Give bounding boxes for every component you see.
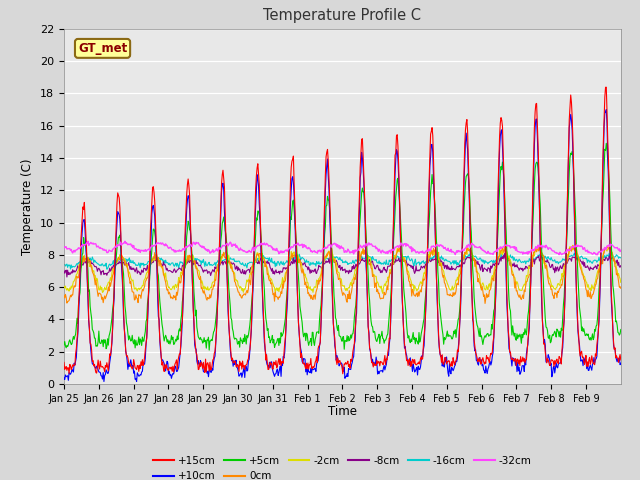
-2cm (379, 290, 387, 296)
-8cm (126, 266, 134, 272)
-2cm (501, 242, 509, 248)
-8cm (432, 255, 440, 261)
+10cm (602, 107, 610, 112)
Title: Temperature Profile C: Temperature Profile C (264, 9, 421, 24)
+15cm (276, 356, 284, 361)
0cm (617, 286, 625, 291)
-8cm (277, 268, 285, 274)
Line: +10cm: +10cm (64, 109, 621, 382)
+15cm (617, 357, 625, 363)
0cm (255, 251, 263, 256)
-2cm (276, 284, 284, 290)
-2cm (255, 258, 263, 264)
Line: -2cm: -2cm (64, 245, 621, 293)
0cm (502, 242, 510, 248)
-8cm (501, 251, 509, 256)
-16cm (432, 253, 440, 259)
0cm (431, 249, 439, 255)
+5cm (205, 347, 213, 353)
-2cm (60, 284, 68, 289)
+5cm (228, 325, 236, 331)
+15cm (602, 84, 610, 90)
+10cm (228, 356, 236, 361)
+10cm (100, 379, 108, 384)
-16cm (401, 254, 408, 260)
0cm (60, 293, 68, 299)
+10cm (401, 345, 408, 351)
+10cm (432, 246, 440, 252)
-2cm (125, 269, 133, 275)
0cm (125, 275, 133, 281)
Line: -16cm: -16cm (64, 253, 621, 269)
-2cm (617, 279, 625, 285)
+10cm (126, 360, 134, 366)
-8cm (401, 257, 408, 263)
+15cm (125, 361, 133, 367)
Line: +15cm: +15cm (64, 87, 621, 374)
-8cm (63, 274, 71, 280)
-16cm (103, 266, 111, 272)
+5cm (432, 218, 440, 224)
0cm (228, 264, 236, 270)
+10cm (256, 215, 264, 220)
-2cm (432, 250, 440, 256)
+5cm (401, 294, 408, 300)
+10cm (277, 373, 285, 379)
+15cm (432, 246, 440, 252)
Line: +5cm: +5cm (64, 144, 621, 350)
X-axis label: Time: Time (328, 405, 357, 418)
-2cm (228, 261, 236, 267)
Text: GT_met: GT_met (78, 42, 127, 55)
+5cm (617, 326, 625, 332)
-16cm (228, 256, 236, 262)
-8cm (228, 262, 236, 267)
+15cm (401, 341, 408, 347)
+15cm (228, 357, 236, 363)
Legend: +15cm, +10cm, +5cm, 0cm, -2cm, -8cm, -16cm, -32cm: +15cm, +10cm, +5cm, 0cm, -2cm, -8cm, -16… (149, 452, 536, 480)
+10cm (60, 375, 68, 381)
-32cm (592, 252, 600, 258)
+5cm (277, 330, 285, 336)
-16cm (608, 250, 616, 256)
-16cm (126, 260, 134, 265)
-16cm (617, 255, 625, 261)
-2cm (401, 255, 408, 261)
-32cm (401, 241, 408, 247)
-8cm (617, 263, 625, 268)
-32cm (432, 243, 440, 249)
0cm (400, 258, 408, 264)
-32cm (84, 239, 92, 244)
-32cm (256, 241, 264, 247)
+15cm (60, 360, 68, 365)
-16cm (256, 256, 264, 262)
0cm (481, 300, 489, 306)
Line: -8cm: -8cm (64, 253, 621, 277)
+15cm (339, 371, 347, 377)
-32cm (228, 243, 236, 249)
-8cm (256, 255, 264, 261)
+5cm (602, 141, 610, 146)
Line: -32cm: -32cm (64, 241, 621, 255)
+5cm (60, 342, 68, 348)
-32cm (126, 241, 134, 247)
+15cm (255, 182, 263, 188)
+5cm (125, 333, 133, 339)
-32cm (277, 250, 285, 255)
Y-axis label: Temperature (C): Temperature (C) (22, 158, 35, 255)
-16cm (277, 258, 285, 264)
-8cm (60, 268, 68, 274)
+5cm (256, 217, 264, 223)
-16cm (60, 262, 68, 268)
-32cm (617, 248, 625, 253)
Line: 0cm: 0cm (64, 245, 621, 303)
+10cm (617, 360, 625, 366)
-32cm (60, 244, 68, 250)
0cm (276, 293, 284, 299)
